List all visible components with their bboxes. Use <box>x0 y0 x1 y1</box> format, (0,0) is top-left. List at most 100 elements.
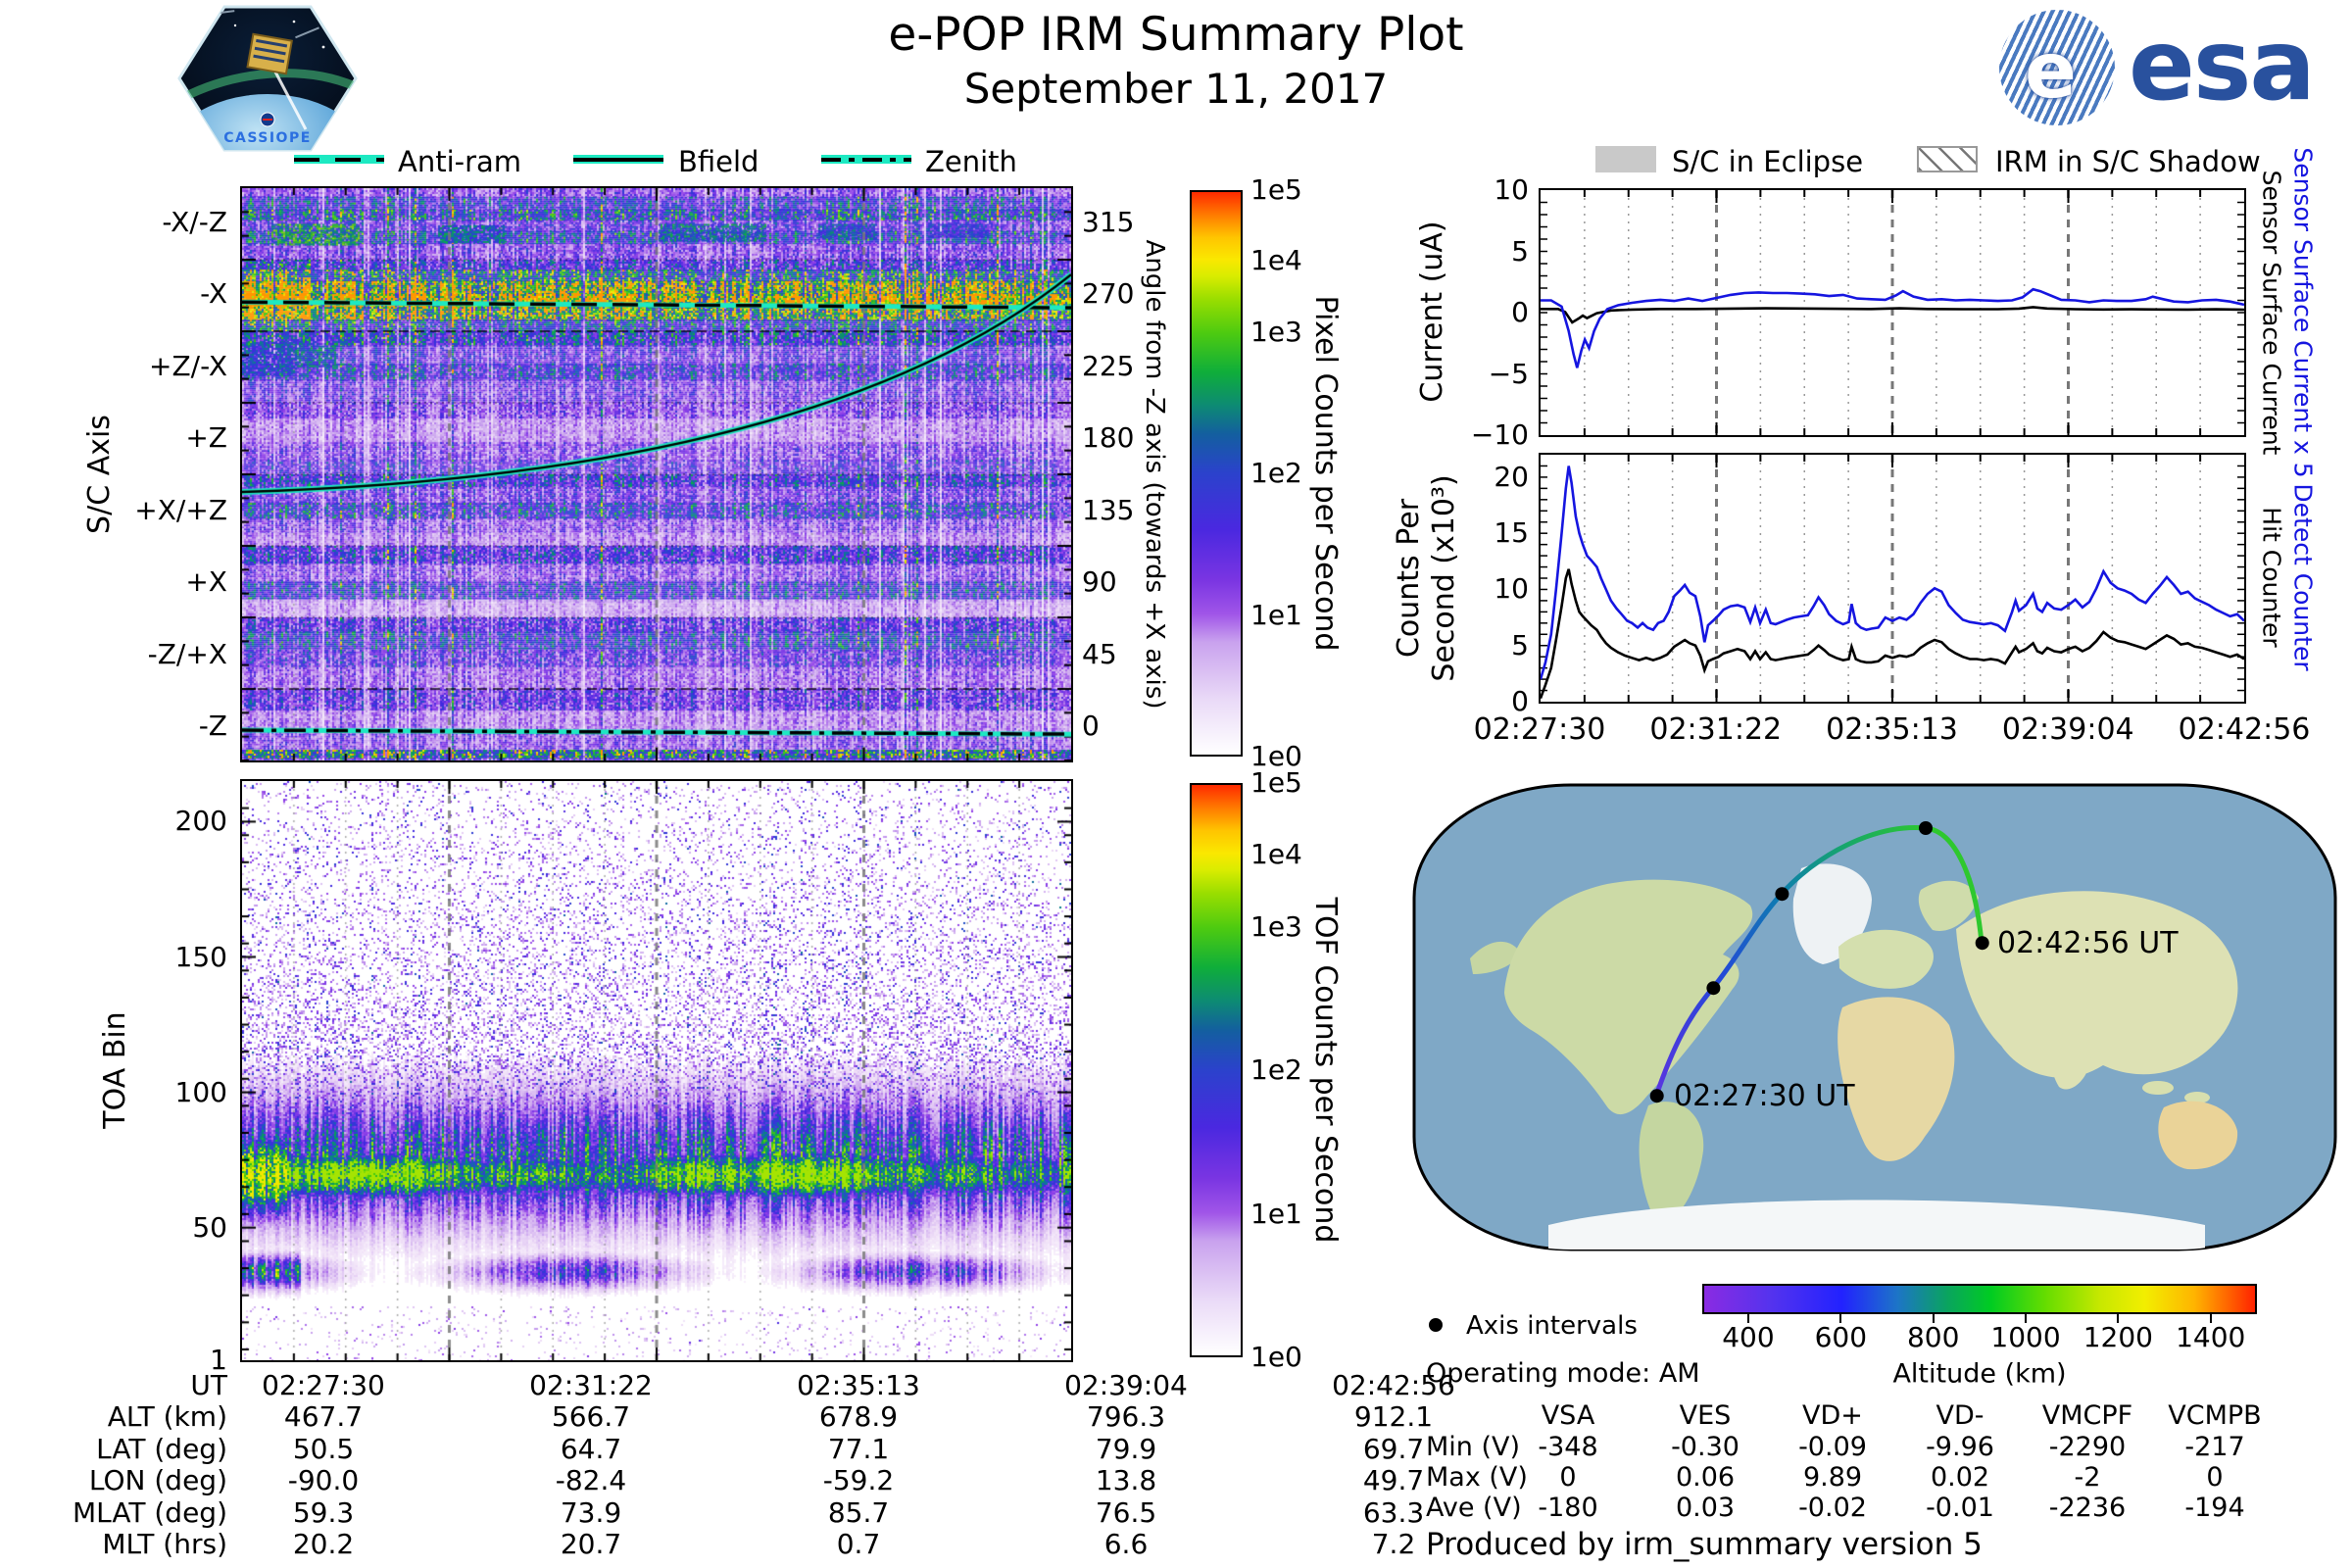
ephemeris-value: 77.1 <box>827 1432 890 1465</box>
current-plot <box>1541 190 2245 435</box>
toa-bin-ylabel: TOA Bin <box>98 1011 132 1129</box>
voltage-row-label: Max (V) <box>1426 1462 1528 1493</box>
page-date: September 11, 2017 <box>963 65 1389 113</box>
voltage-value: -194 <box>2184 1493 2245 1523</box>
angle-tick-label: 45 <box>1082 637 1117 670</box>
angle-tick-label: 225 <box>1082 349 1135 382</box>
angle-tick-label: 270 <box>1082 277 1135 311</box>
current-ytick: 10 <box>1494 173 1529 206</box>
ephemeris-value: -59.2 <box>822 1464 895 1497</box>
operating-mode-text: Operating mode: AM <box>1426 1358 1700 1389</box>
counts-plot <box>1539 455 2245 702</box>
esa-globe-icon: e <box>1999 10 2115 125</box>
angle-axis-label: Angle from -Z axis (towards +X axis) <box>1140 239 1169 710</box>
ephemeris-value: 02:27:30 <box>262 1369 385 1401</box>
voltage-value: -217 <box>2184 1432 2245 1462</box>
counts-ylabel-line1: Counts Per <box>1392 498 1426 659</box>
pixel-cbar-tick: 1e4 <box>1250 244 1302 277</box>
ephemeris-value: 796.3 <box>1086 1400 1166 1434</box>
ephemeris-value: 02:35:13 <box>797 1369 920 1401</box>
hit-counter-label: Hit Counter <box>2257 507 2286 648</box>
ephemeris-value: 76.5 <box>1095 1495 1157 1529</box>
voltage-value: -348 <box>1538 1432 1598 1462</box>
satellite-ground-track <box>1653 825 1984 1097</box>
axis-interval-dot-icon <box>1429 1318 1443 1332</box>
sc-axis-row-label: +X/+Z <box>134 493 227 526</box>
ephemeris-value: 69.7 <box>1362 1432 1425 1465</box>
counts-ytick: 5 <box>1511 628 1529 662</box>
alt-tick-label: 400 <box>1722 1321 1775 1353</box>
ephemeris-row-label: MLAT (deg) <box>72 1495 227 1529</box>
pixel-cbar-tick: 1e5 <box>1250 173 1302 206</box>
ephemeris-value: 13.8 <box>1095 1464 1157 1497</box>
cassiope-mission-patch: CASSIOPE <box>176 4 359 153</box>
voltage-column-header: VMCPF <box>2041 1400 2133 1431</box>
anti-ram-label: Anti-ram <box>398 145 522 178</box>
sc-axis-row-label: +Z <box>185 421 227 455</box>
ephemeris-value: 63.3 <box>1362 1495 1425 1529</box>
alt-tick-label: 1000 <box>1990 1321 2061 1353</box>
voltage-value: 0.03 <box>1675 1493 1736 1523</box>
voltage-value: -0.30 <box>1671 1432 1740 1462</box>
sc-axis-row-label: -Z <box>198 710 227 743</box>
ground-track-map: 02:27:30 UT 02:42:56 UT <box>1411 782 2338 1252</box>
voltage-value: -0.01 <box>1926 1493 1994 1523</box>
series-blue <box>1541 287 2245 368</box>
time-tick-label: 02:42:56 <box>2178 712 2311 747</box>
counts-ytick: 10 <box>1494 572 1529 606</box>
tof-spectrogram-panel <box>240 779 1073 1362</box>
eclipse-label: S/C in Eclipse <box>1672 145 1864 178</box>
counts-ytick: 15 <box>1494 516 1529 550</box>
world-map: 02:27:30 UT 02:42:56 UT <box>1412 783 2337 1251</box>
counts-ytick: 0 <box>1511 685 1529 717</box>
altitude-colorbar-label: Altitude (km) <box>1892 1358 2067 1390</box>
ephemeris-value: 49.7 <box>1362 1464 1425 1497</box>
ephemeris-value: 20.7 <box>560 1528 622 1560</box>
sc-axis-ylabel: S/C Axis <box>82 415 117 534</box>
ephemeris-value: 59.3 <box>292 1495 355 1529</box>
ephemeris-value: 0.7 <box>836 1528 881 1560</box>
eclipse-swatch <box>1595 146 1656 172</box>
patch-cassiope-text: CASSIOPE <box>223 130 312 146</box>
voltage-column-header: VSA <box>1541 1400 1595 1431</box>
voltage-column-header: VD+ <box>1802 1400 1863 1431</box>
alt-tick-mark <box>2209 1314 2212 1323</box>
voltage-value: -2290 <box>2048 1432 2127 1462</box>
ephemeris-value: 85.7 <box>827 1495 890 1529</box>
ephemeris-value: 678.9 <box>818 1400 899 1434</box>
ephemeris-row-label: LAT (deg) <box>96 1432 227 1465</box>
voltage-row-label: Min (V) <box>1426 1432 1521 1462</box>
sensor-surface-current-x5-label: Sensor Surface Current x 5 <box>2288 147 2318 478</box>
angle-tick-label: 315 <box>1082 205 1135 238</box>
voltage-value: 9.89 <box>1802 1462 1863 1493</box>
toa-bin-tick: 150 <box>174 940 227 973</box>
pixel-colorbar <box>1190 190 1243 757</box>
ephemeris-row-label: LON (deg) <box>88 1464 227 1497</box>
voltage-value: 0 <box>1559 1462 1577 1493</box>
alt-tick-label: 1200 <box>2082 1321 2154 1353</box>
toa-bin-tick: 50 <box>192 1210 227 1244</box>
bfield-line-swatch <box>573 155 663 164</box>
toa-bin-tick: 1 <box>210 1344 227 1376</box>
current-ytick: −10 <box>1470 418 1529 451</box>
tof-cbar-tick: 1e4 <box>1250 838 1302 871</box>
track-end-time: 02:42:56 UT <box>1997 926 2179 960</box>
voltage-value: -2236 <box>2048 1493 2127 1523</box>
voltage-column-header: VD- <box>1936 1400 1984 1431</box>
time-tick-label: 02:35:13 <box>1826 712 1958 747</box>
sc-axis-row-label: -X/-Z <box>162 205 227 238</box>
tof-colorbar-label: TOF Counts per Second <box>1308 897 1343 1244</box>
voltage-value: -9.96 <box>1926 1432 1994 1462</box>
voltage-value: -0.02 <box>1798 1493 1867 1523</box>
pixel-cbar-tick: 1e3 <box>1250 315 1302 348</box>
tof-cbar-tick: 1e2 <box>1250 1054 1302 1086</box>
ephemeris-value: 79.9 <box>1095 1432 1157 1465</box>
tof-cbar-tick: 1e3 <box>1250 909 1302 943</box>
bfield-label: Bfield <box>678 145 760 178</box>
angle-tick-label: 135 <box>1082 493 1135 526</box>
ephemeris-value: -82.4 <box>555 1464 627 1497</box>
axis-intervals-label: Axis intervals <box>1466 1311 1638 1341</box>
ephemeris-value: 20.2 <box>292 1528 355 1560</box>
ephemeris-value: 566.7 <box>551 1400 631 1434</box>
counts-ylabel-line2: Second (x10³) <box>1427 474 1461 682</box>
